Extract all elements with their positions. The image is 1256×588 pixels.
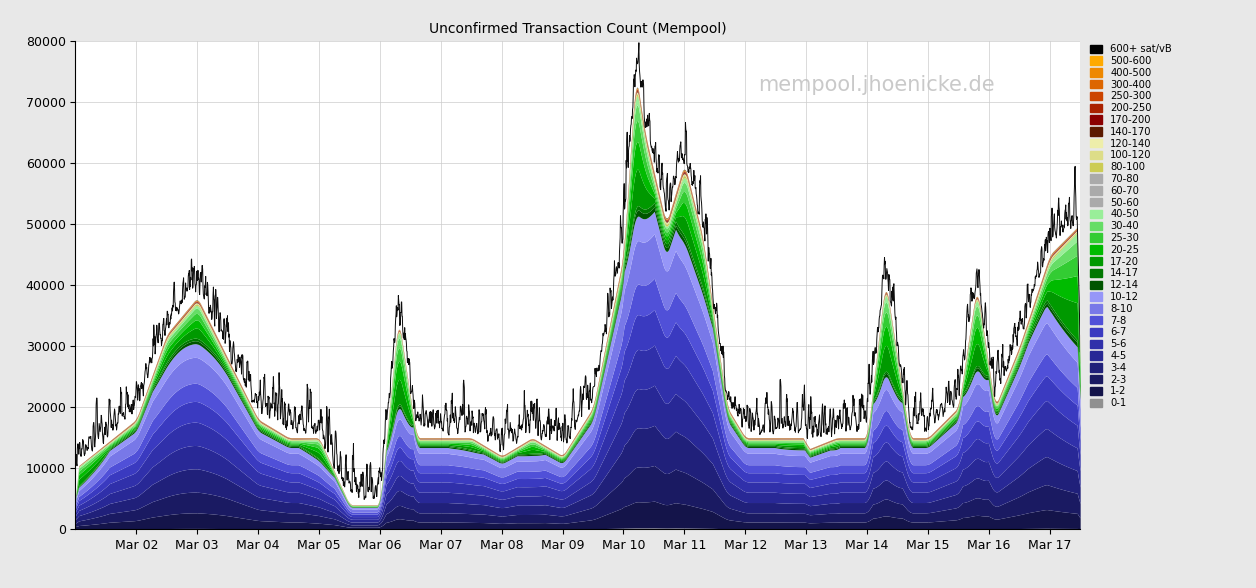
Title: Unconfirmed Transaction Count (Mempool): Unconfirmed Transaction Count (Mempool) (430, 22, 726, 36)
Legend: 600+ sat/vB, 500-600, 400-500, 300-400, 250-300, 200-250, 170-200, 140-170, 120-: 600+ sat/vB, 500-600, 400-500, 300-400, … (1088, 41, 1174, 411)
Text: mempool.jhoenicke.de: mempool.jhoenicke.de (759, 75, 995, 95)
